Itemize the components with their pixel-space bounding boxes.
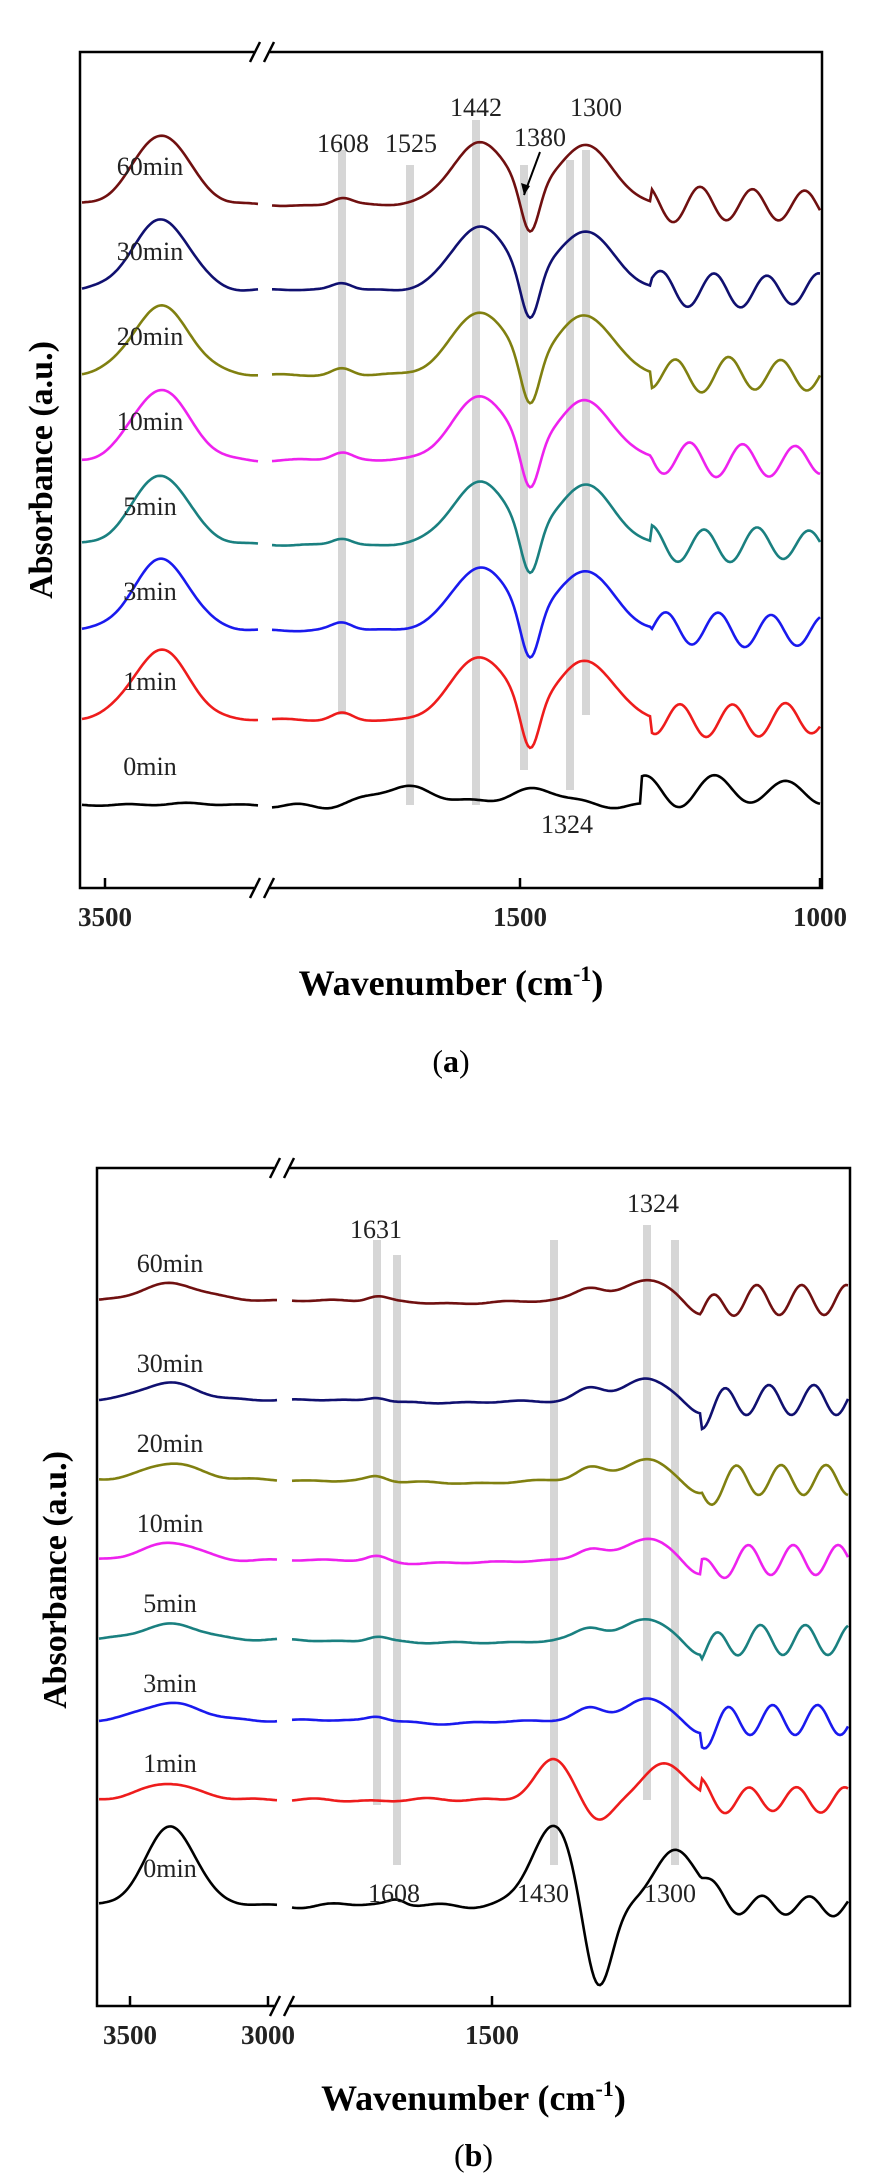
series-line-a-30min	[81, 218, 821, 320]
panel-label-a: (a)	[432, 1043, 469, 1079]
plot-frame-b	[95, 1166, 852, 2008]
peak-annotation-b-1324: 1324	[627, 1189, 679, 1218]
x-axis-title-b: Wavenumber (cm-1)	[321, 2076, 626, 2118]
peak-annotation-a-1525: 1525	[385, 129, 437, 158]
marker-line-1525	[406, 165, 414, 805]
legend-label-b-60min: 60min	[137, 1249, 203, 1278]
marker-line-1430	[550, 1240, 558, 1865]
legend-label-b-5min: 5min	[143, 1589, 196, 1618]
chart-panel-a: 0min 1min 3min 5min 10min 20min 30min 60min 3500…	[23, 41, 847, 1079]
legend-label-a-30min: 30min	[117, 237, 183, 266]
peak-annotation-b-1430: 1430	[517, 1879, 569, 1908]
x-tick-label-a-1000: 1000	[793, 902, 847, 932]
axis-break-b-top	[268, 1157, 296, 1179]
legend-label-a-10min: 10min	[117, 407, 183, 436]
legend-label-a-1min: 1min	[123, 667, 176, 696]
y-axis-title-b: Absorbance (a.u.)	[37, 1451, 74, 1709]
x-tick-label-b-1500: 1500	[465, 2020, 519, 2050]
series-line-b-10min	[98, 1537, 850, 1580]
legend-label-b-30min: 30min	[137, 1349, 203, 1378]
chart-panel-b: 0min 1min 3min 5min 10min 20min 30min 60min 3500…	[37, 1157, 852, 2173]
axis-break-a-bottom	[248, 877, 276, 899]
marker-line-1300	[582, 150, 590, 715]
legend-label-b-3min: 3min	[143, 1669, 196, 1698]
x-tick-label-b-3500: 3500	[103, 2020, 157, 2050]
series-line-a-0min	[81, 773, 821, 810]
marker-line-1324	[643, 1225, 651, 1800]
peak-annotation-a-1380: 1380	[514, 123, 566, 152]
peak-annotation-a-1324: 1324	[541, 810, 593, 839]
series-line-a-60min	[81, 134, 822, 234]
marker-line-1631	[373, 1240, 381, 1805]
legend-label-a-5min: 5min	[123, 492, 176, 521]
series-line-a-3min	[81, 557, 821, 659]
x-tick-label-a-1500: 1500	[493, 902, 547, 932]
marker-line-1380	[520, 165, 528, 770]
plot-frame-a	[78, 50, 824, 890]
peak-annotation-a-1608: 1608	[317, 129, 369, 158]
marker-line-1442	[472, 120, 480, 805]
peak-annotation-b-1608: 1608	[368, 1879, 420, 1908]
x-tick-label-a-3500: 3500	[78, 902, 132, 932]
legend-label-a-60min: 60min	[117, 152, 183, 181]
x-axis-title-a: Wavenumber (cm-1)	[299, 961, 604, 1003]
peak-annotation-b-1631: 1631	[350, 1215, 402, 1244]
y-axis-title-a: Absorbance (a.u.)	[23, 341, 60, 599]
legend-label-b-0min: 0min	[143, 1854, 196, 1883]
series-line-b-5min	[98, 1618, 849, 1662]
peak-annotation-a-1442: 1442	[450, 93, 502, 122]
legend-label-a-0min: 0min	[123, 752, 176, 781]
x-tick-label-b-3000: 3000	[241, 2020, 295, 2050]
peak-annotation-a-1300: 1300	[570, 93, 622, 122]
series-line-a-10min	[81, 388, 821, 489]
legend-label-b-10min: 10min	[137, 1509, 203, 1538]
series-line-b-30min	[98, 1377, 850, 1431]
series-line-b-0min	[98, 1824, 850, 1987]
series-line-b-60min	[98, 1278, 849, 1318]
legend-label-a-3min: 3min	[123, 577, 176, 606]
marker-line-1608	[393, 1255, 401, 1865]
peak-annotation-b-1300: 1300	[644, 1879, 696, 1908]
series-line-b-1min	[99, 1757, 849, 1821]
series-line-a-1min	[81, 648, 822, 750]
marker-line-1324	[566, 160, 574, 790]
series-line-b-3min	[98, 1697, 850, 1750]
annotation-arrowhead-1380	[521, 183, 530, 195]
axis-break-a-top	[248, 41, 276, 63]
marker-line-1608	[338, 150, 346, 715]
series-line-a-20min	[81, 303, 822, 405]
axis-break-b-bottom	[268, 1995, 296, 2017]
legend-label-b-20min: 20min	[137, 1429, 203, 1458]
panel-label-b: (b)	[454, 2137, 493, 2173]
legend-label-b-1min: 1min	[143, 1749, 196, 1778]
series-line-a-5min	[81, 474, 822, 575]
legend-label-a-20min: 20min	[117, 322, 183, 351]
series-line-b-20min	[98, 1457, 849, 1507]
